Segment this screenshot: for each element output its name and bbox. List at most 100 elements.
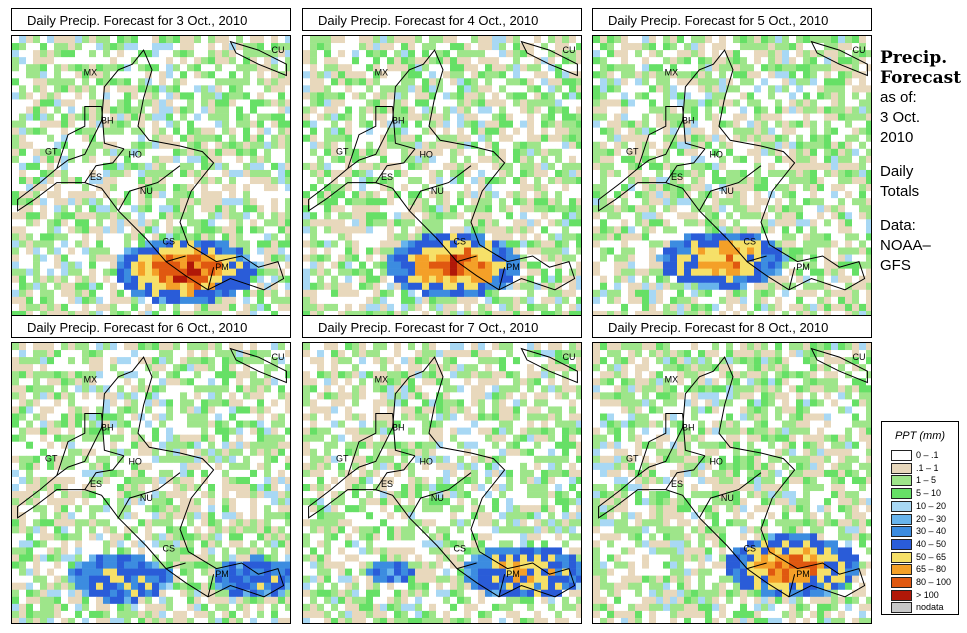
precip-map: MX BH GT HO ES NU CS PM CU xyxy=(302,35,582,317)
country-border xyxy=(165,255,186,263)
legend-label: 50 – 65 xyxy=(916,551,947,562)
country-label-es: ES xyxy=(90,172,102,182)
country-label-gt: GT xyxy=(626,453,639,463)
country-border xyxy=(746,562,767,570)
country-label-mx: MX xyxy=(375,68,389,78)
country-label-bh: BH xyxy=(101,422,114,432)
legend-item: .1 – 1 xyxy=(891,462,957,474)
country-label-es: ES xyxy=(90,479,102,489)
legend-label: 65 – 80 xyxy=(916,564,947,575)
country-border xyxy=(165,562,186,570)
legend-item: 1 – 5 xyxy=(891,474,957,487)
country-border xyxy=(408,472,472,519)
country-label-ho: HO xyxy=(128,149,142,159)
country-border xyxy=(101,413,125,457)
country-label-gt: GT xyxy=(45,453,58,463)
legend-item: nodata xyxy=(891,601,957,614)
country-border xyxy=(375,148,416,183)
country-label-bh: BH xyxy=(101,115,114,125)
legend-item: 10 – 20 xyxy=(891,500,957,512)
country-label-cs: CS xyxy=(744,237,757,247)
legend-swatch xyxy=(891,513,912,525)
precip-legend: PPT (mm) 0 – .1 .1 – 1 1 – 5 5 – 10 10 – 20 2… xyxy=(881,421,959,615)
legend-label: 1 – 5 xyxy=(916,475,937,486)
coastline xyxy=(17,49,285,291)
country-border xyxy=(392,106,416,150)
legend-title: PPT (mm) xyxy=(894,430,946,442)
country-label-bh: BH xyxy=(682,422,695,432)
country-label-nu: NU xyxy=(140,493,153,503)
side-data-line1: Data: xyxy=(880,217,916,234)
country-label-cu: CU xyxy=(272,45,285,55)
cuba-outline xyxy=(229,40,287,77)
legend-swatch xyxy=(891,602,912,614)
country-label-ho: HO xyxy=(128,456,142,466)
legend-swatch xyxy=(891,500,912,512)
country-border xyxy=(84,148,125,183)
legend-swatch xyxy=(891,577,912,588)
country-label-bh: BH xyxy=(392,115,405,125)
country-border xyxy=(456,562,477,570)
panel-title: Daily Precip. Forecast for 8 Oct., 2010 xyxy=(592,315,872,338)
country-border xyxy=(101,106,125,150)
country-label-nu: NU xyxy=(721,186,734,196)
country-label-gt: GT xyxy=(336,146,349,156)
country-border xyxy=(56,106,102,169)
legend-item: 20 – 30 xyxy=(891,513,957,525)
country-label-cu: CU xyxy=(563,45,576,55)
country-label-bh: BH xyxy=(682,115,695,125)
forecast-info: Precip. Forecast as of: 3 Oct. 2010 Dail… xyxy=(880,48,965,276)
country-label-gt: GT xyxy=(45,146,58,156)
legend-swatch xyxy=(891,589,912,601)
legend-item: 40 – 50 xyxy=(891,538,957,550)
cuba-outline xyxy=(520,40,578,77)
coastline xyxy=(598,49,866,291)
legend-item: 0 – .1 xyxy=(891,449,957,461)
legend-swatch xyxy=(891,462,912,474)
side-totals-line1: Daily xyxy=(880,163,914,180)
country-label-pm: PM xyxy=(796,569,810,579)
country-label-pm: PM xyxy=(796,262,810,272)
country-label-ho: HO xyxy=(709,456,723,466)
legend-swatch xyxy=(891,538,912,550)
country-label-es: ES xyxy=(671,172,683,182)
country-border xyxy=(698,165,762,212)
cuba-outline xyxy=(810,40,868,77)
side-totals-line2: Totals xyxy=(880,183,920,200)
country-border xyxy=(788,267,796,290)
legend-swatch xyxy=(891,526,912,538)
country-border xyxy=(698,472,762,519)
legend-label: 5 – 10 xyxy=(916,488,942,499)
country-label-gt: GT xyxy=(626,146,639,156)
country-border xyxy=(375,455,416,490)
country-label-ho: HO xyxy=(709,149,723,159)
country-border xyxy=(682,106,706,150)
country-border xyxy=(637,413,683,476)
legend-item: 65 – 80 xyxy=(891,563,957,576)
country-border xyxy=(392,413,416,457)
country-border xyxy=(117,165,181,212)
legend-swatch xyxy=(891,564,912,576)
coastline xyxy=(598,356,866,598)
precip-map: MX BH GT HO ES NU CS PM CU xyxy=(11,35,291,317)
country-label-nu: NU xyxy=(431,493,444,503)
country-border xyxy=(682,413,706,457)
country-label-mx: MX xyxy=(84,68,98,78)
side-data-line3: GFS xyxy=(880,257,911,274)
country-border xyxy=(665,455,706,490)
legend-label: 30 – 40 xyxy=(916,526,947,537)
side-asof: as of: xyxy=(880,89,917,106)
coastline xyxy=(17,356,285,598)
panel-title: Daily Precip. Forecast for 6 Oct., 2010 xyxy=(11,315,291,338)
country-border xyxy=(56,413,102,476)
country-label-es: ES xyxy=(381,479,393,489)
country-label-cs: CS xyxy=(163,544,176,554)
country-label-pm: PM xyxy=(215,262,229,272)
legend-swatch xyxy=(891,450,912,461)
legend-item: 30 – 40 xyxy=(891,525,957,538)
cuba-outline xyxy=(520,347,578,384)
legend-swatch xyxy=(891,475,912,487)
country-border xyxy=(347,106,393,169)
country-label-nu: NU xyxy=(431,186,444,196)
legend-label: nodata xyxy=(916,602,944,613)
